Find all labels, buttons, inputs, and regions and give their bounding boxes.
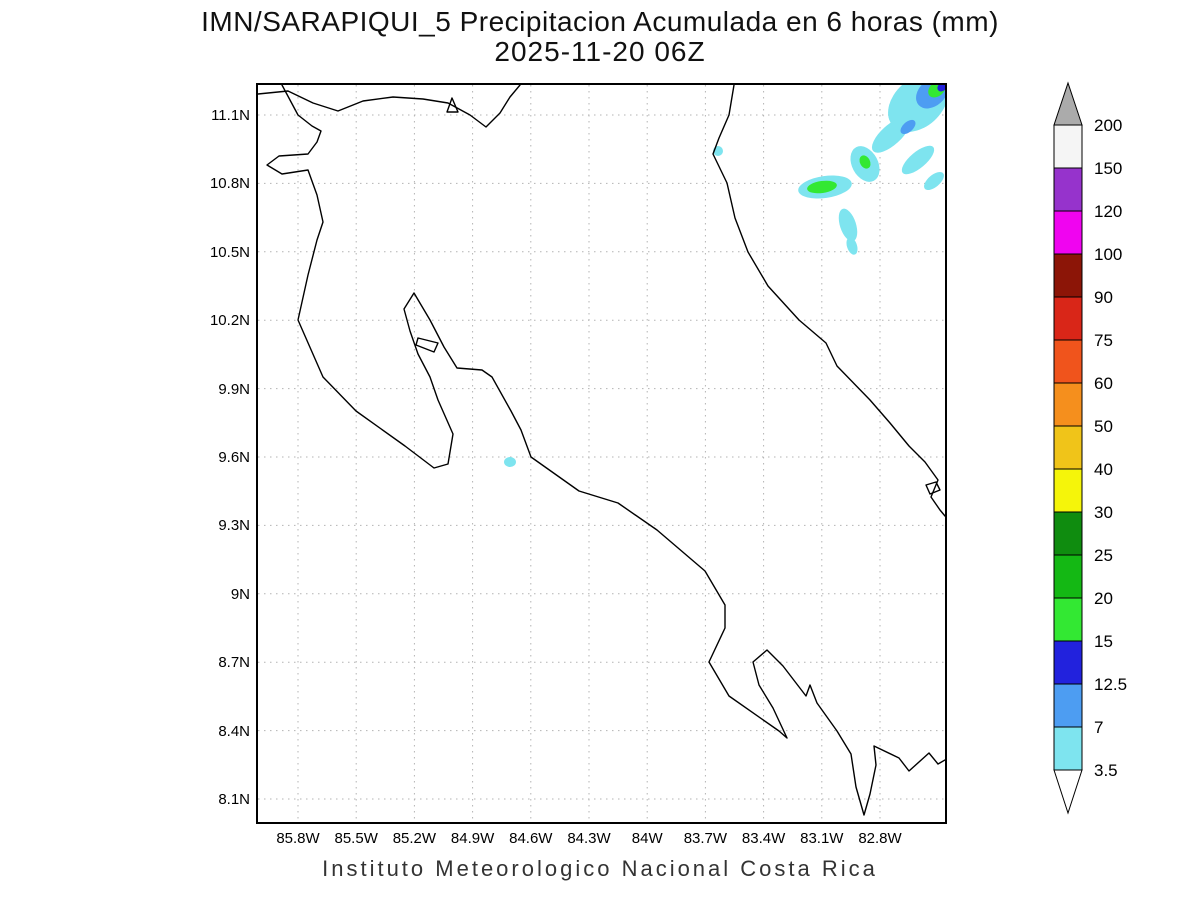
precip-shade-cell	[901, 145, 935, 175]
colorbar-segment	[1053, 253, 1083, 298]
lon-tick-label: 85.8W	[276, 830, 320, 847]
lon-tick-label: 85.2W	[392, 830, 437, 847]
colorbar-segment	[1053, 683, 1083, 728]
lat-tick-label: 8.1N	[218, 791, 250, 808]
precip-shade-cell	[838, 208, 858, 242]
costa-rica-coastline	[266, 85, 945, 816]
lat-tick-label: 10.8N	[209, 175, 250, 193]
costa-rica-coastline	[258, 85, 521, 128]
precip-shade-cell	[900, 119, 916, 135]
colorbar-label: 7	[1094, 718, 1103, 737]
colorbar-label: 200	[1094, 116, 1122, 135]
colorbar-arrow-top	[1053, 81, 1083, 126]
colorbar-segment	[1053, 210, 1083, 255]
map-panel	[256, 83, 947, 824]
lon-tick-label: 83.7W	[683, 830, 728, 847]
colorbar-segment	[1053, 339, 1083, 384]
colorbar-segment	[1053, 124, 1083, 169]
precip-shade-cell	[937, 85, 945, 92]
precip-shade-cell	[871, 117, 911, 153]
colorbar-segment	[1053, 640, 1083, 685]
colorbar-label: 3.5	[1094, 761, 1118, 780]
lon-tick-label: 84.9W	[450, 830, 495, 847]
lon-tick-label: 82.8W	[858, 830, 902, 847]
colorbar-segment	[1053, 726, 1083, 771]
lat-tick-label: 9.6N	[218, 449, 250, 466]
costa-rica-coastline	[415, 337, 439, 353]
colorbar-label: 90	[1094, 288, 1113, 307]
colorbar-label: 120	[1094, 202, 1122, 221]
colorbar: 200 150 120 100 90 75 60 50 40 30 25 20 15 12.5 7 3.5	[1053, 81, 1127, 815]
colorbar-segment	[1053, 511, 1083, 556]
precip-shade-cell	[807, 180, 837, 194]
colorbar-label: 75	[1094, 331, 1113, 350]
precip-shade-cell	[859, 155, 871, 169]
colorbar-label: 60	[1094, 374, 1113, 393]
map-canvas	[258, 85, 945, 822]
lon-tick-label: 84.6W	[509, 830, 553, 847]
colorbar-label: 50	[1094, 417, 1113, 436]
lon-tick-label: 84W	[631, 830, 663, 847]
colorbar-label: 100	[1094, 245, 1122, 264]
lat-tick-label: 9.9N	[218, 380, 250, 398]
lat-tick-label: 11.1N	[211, 107, 250, 124]
colorbar-label: 40	[1094, 460, 1113, 479]
chart-subtitle-datetime: 2025-11-20 06Z	[494, 36, 706, 67]
colorbar-segment	[1053, 296, 1083, 341]
lat-tick-label: 10.5N	[209, 243, 250, 261]
colorbar-segment	[1053, 382, 1083, 427]
colorbar-arrow-bottom	[1053, 769, 1083, 815]
colorbar-label: 12.5	[1094, 675, 1127, 694]
precip-shade-cell	[924, 172, 944, 190]
lon-tick-label: 83.1W	[800, 830, 844, 847]
colorbar-segment	[1053, 597, 1083, 642]
costa-rica-coastline	[712, 85, 945, 517]
colorbar-segment	[1053, 468, 1083, 513]
lat-tick-label: 8.4N	[218, 722, 250, 740]
colorbar-label: 20	[1094, 589, 1113, 608]
caption-institute: Instituto Meteorologico Nacional Costa R…	[322, 856, 878, 881]
colorbar-label: 150	[1094, 159, 1122, 178]
colorbar-label: 30	[1094, 503, 1113, 522]
lat-tick-label: 9.3N	[218, 517, 250, 535]
precip-shade-cell	[504, 457, 516, 467]
colorbar-segment	[1053, 554, 1083, 599]
colorbar-segment	[1053, 425, 1083, 470]
colorbar-label: 25	[1094, 546, 1113, 565]
lon-tick-label: 83.4W	[741, 830, 786, 847]
precip-shade-cell	[846, 237, 858, 255]
lat-tick-label: 9N	[230, 585, 250, 603]
lat-tick-label: 8.7N	[218, 654, 250, 672]
lon-tick-label: 85.5W	[334, 830, 378, 847]
colorbar-segment	[1053, 167, 1083, 212]
precip-shade-cell	[928, 85, 945, 98]
costa-rica-coastline	[446, 97, 459, 113]
chart-title: IMN/SARAPIQUI_5 Precipitacion Acumulada …	[201, 6, 999, 37]
colorbar-label: 15	[1094, 632, 1113, 651]
costa-rica-coastline	[925, 481, 941, 495]
lon-tick-label: 84.3W	[567, 830, 611, 847]
lat-tick-label: 10.2N	[209, 312, 250, 330]
